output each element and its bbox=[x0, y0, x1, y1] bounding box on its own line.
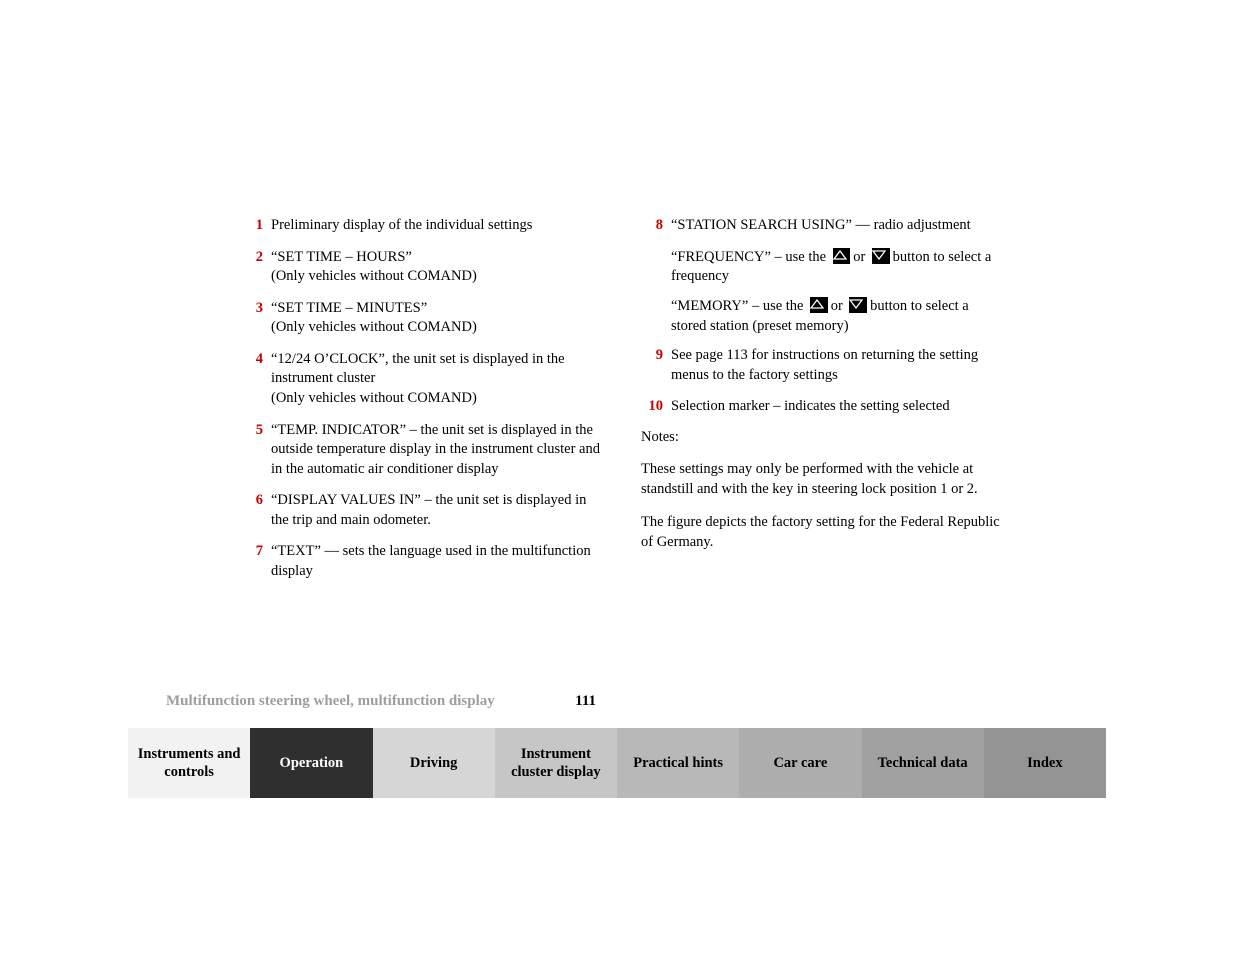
list-item: 2 “SET TIME – HOURS”(Only vehicles witho… bbox=[241, 248, 601, 287]
item-text: “DISPLAY VALUES IN” – the unit set is di… bbox=[271, 491, 601, 530]
list-item: 1 Preliminary display of the individual … bbox=[241, 216, 601, 236]
tab-car-care[interactable]: Car care bbox=[739, 728, 861, 798]
up-arrow-icon bbox=[833, 248, 851, 264]
sub-text-or: or bbox=[831, 298, 843, 314]
notes-paragraph: The figure depicts the factory setting f… bbox=[641, 513, 1001, 552]
item-text: “TEXT” — sets the language used in the m… bbox=[271, 542, 601, 581]
list-item: 10 Selection marker – indicates the sett… bbox=[641, 397, 1001, 417]
list-item: 9 See page 113 for instructions on retur… bbox=[641, 346, 1001, 385]
tab-instrument-cluster-display[interactable]: Instrument cluster display bbox=[495, 728, 617, 798]
down-arrow-icon bbox=[872, 248, 890, 264]
tab-bar: Instruments and controls Operation Drivi… bbox=[128, 728, 1106, 798]
content-columns: 1 Preliminary display of the individual … bbox=[241, 216, 1001, 593]
item-text: “12/24 O’CLOCK”, the unit set is display… bbox=[271, 350, 601, 409]
list-item: 4 “12/24 O’CLOCK”, the unit set is displ… bbox=[241, 350, 601, 409]
tab-technical-data[interactable]: Technical data bbox=[862, 728, 984, 798]
item-number: 7 bbox=[241, 542, 263, 562]
item-text: “SET TIME – MINUTES”(Only vehicles witho… bbox=[271, 299, 601, 338]
page-number: 111 bbox=[575, 693, 596, 710]
list-item: 7 “TEXT” — sets the language used in the… bbox=[241, 542, 601, 581]
sub-item-memory: “MEMORY” – use the or button to select a… bbox=[671, 297, 1001, 336]
list-item: 5 “TEMP. INDICATOR” – the unit set is di… bbox=[241, 421, 601, 480]
item-text: “TEMP. INDICATOR” – the unit set is disp… bbox=[271, 421, 601, 480]
sub-text: “MEMORY” – use the bbox=[671, 298, 804, 314]
item-number: 10 bbox=[641, 397, 663, 417]
tab-index[interactable]: Index bbox=[984, 728, 1106, 798]
running-title: Multifunction steering wheel, multifunct… bbox=[166, 693, 495, 710]
item-number: 8 bbox=[641, 216, 663, 236]
item-number: 2 bbox=[241, 248, 263, 268]
tab-driving[interactable]: Driving bbox=[373, 728, 495, 798]
item-text: Preliminary display of the individual se… bbox=[271, 216, 601, 236]
tab-practical-hints[interactable]: Practical hints bbox=[617, 728, 739, 798]
list-item: 8 “STATION SEARCH USING” — radio adjustm… bbox=[641, 216, 1001, 236]
sub-item-frequency: “FREQUENCY” – use the or button to selec… bbox=[671, 248, 1001, 287]
down-arrow-icon bbox=[849, 297, 867, 313]
tab-operation[interactable]: Operation bbox=[250, 728, 372, 798]
notes-heading: Notes: bbox=[641, 429, 1001, 446]
notes-paragraph: These settings may only be performed wit… bbox=[641, 460, 1001, 499]
footer: Multifunction steering wheel, multifunct… bbox=[128, 693, 1106, 798]
item-number: 6 bbox=[241, 491, 263, 511]
item-text: “STATION SEARCH USING” — radio adjustmen… bbox=[671, 216, 1001, 236]
sub-text-or: or bbox=[853, 249, 865, 265]
up-arrow-icon bbox=[810, 297, 828, 313]
sub-text: “FREQUENCY” – use the bbox=[671, 249, 826, 265]
running-head: Multifunction steering wheel, multifunct… bbox=[128, 693, 1106, 710]
item-number: 3 bbox=[241, 299, 263, 319]
right-column: 8 “STATION SEARCH USING” — radio adjustm… bbox=[641, 216, 1001, 593]
left-column: 1 Preliminary display of the individual … bbox=[241, 216, 601, 593]
item-text: Selection marker – indicates the setting… bbox=[671, 397, 1001, 417]
item-number: 5 bbox=[241, 421, 263, 441]
list-item: 3 “SET TIME – MINUTES”(Only vehicles wit… bbox=[241, 299, 601, 338]
list-item: 6 “DISPLAY VALUES IN” – the unit set is … bbox=[241, 491, 601, 530]
tab-instruments-and-controls[interactable]: Instruments and controls bbox=[128, 728, 250, 798]
page: 1 Preliminary display of the individual … bbox=[0, 0, 1235, 954]
item-number: 9 bbox=[641, 346, 663, 366]
item-number: 4 bbox=[241, 350, 263, 370]
item-text: See page 113 for instructions on returni… bbox=[671, 346, 1001, 385]
item-text: “SET TIME – HOURS”(Only vehicles without… bbox=[271, 248, 601, 287]
item-number: 1 bbox=[241, 216, 263, 236]
